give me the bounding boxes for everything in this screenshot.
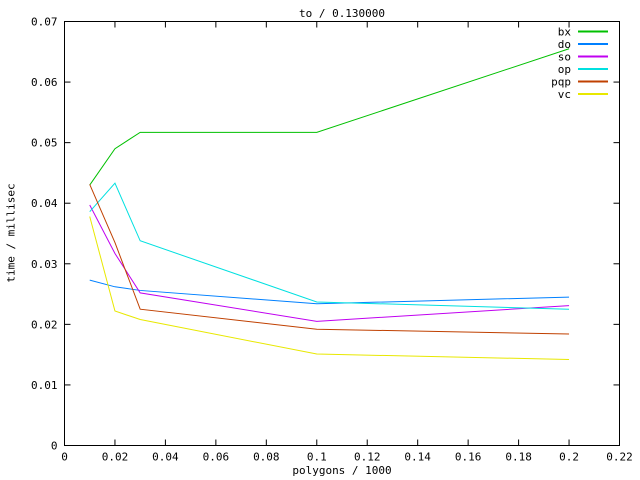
legend-label-op: op [558, 63, 571, 76]
x-tick-label: 0.18 [505, 451, 532, 464]
x-tick-label: 0 [61, 451, 68, 464]
x-tick-label: 0.06 [203, 451, 230, 464]
series-line-pqp [89, 184, 570, 335]
x-tick-label: 0.16 [455, 451, 482, 464]
legend-label-so: so [558, 51, 571, 64]
legend-label-vc: vc [558, 88, 571, 101]
series-line-op [89, 182, 570, 310]
x-axis-label: polygons / 1000 [292, 464, 392, 477]
x-tick-label: 0.12 [354, 451, 381, 464]
y-axis-label: time / millisec [4, 183, 18, 283]
series-line-so [89, 204, 570, 322]
x-tick-label: 0.14 [404, 451, 431, 464]
y-tick-label: 0.03 [31, 258, 58, 271]
legend-label-pqp: pqp [551, 76, 571, 89]
y-tick-label: 0.06 [31, 76, 58, 89]
y-tick-label: 0.05 [31, 137, 58, 150]
legend-label-do: do [558, 38, 571, 51]
series-line-vc [89, 216, 570, 360]
series-line-do [89, 279, 570, 305]
x-tick-label: 0.1 [307, 451, 327, 464]
y-tick-label: 0.02 [31, 318, 58, 331]
x-tick-label: 0.08 [253, 451, 280, 464]
y-tick-label: 0 [51, 440, 58, 453]
legend-label-bx: bx [558, 26, 572, 39]
y-tick-label: 0.01 [31, 379, 58, 392]
chart-title: to / 0.130000 [298, 7, 386, 20]
plot-border [64, 21, 620, 446]
x-tick-label: 0.02 [102, 451, 129, 464]
x-tick-label: 0.22 [606, 451, 633, 464]
series-line-bx [89, 48, 570, 186]
y-tick-label: 0.04 [31, 197, 58, 210]
x-tick-label: 0.2 [559, 451, 579, 464]
y-tick-label: 0.07 [31, 16, 58, 29]
x-tick-label: 0.04 [152, 451, 179, 464]
